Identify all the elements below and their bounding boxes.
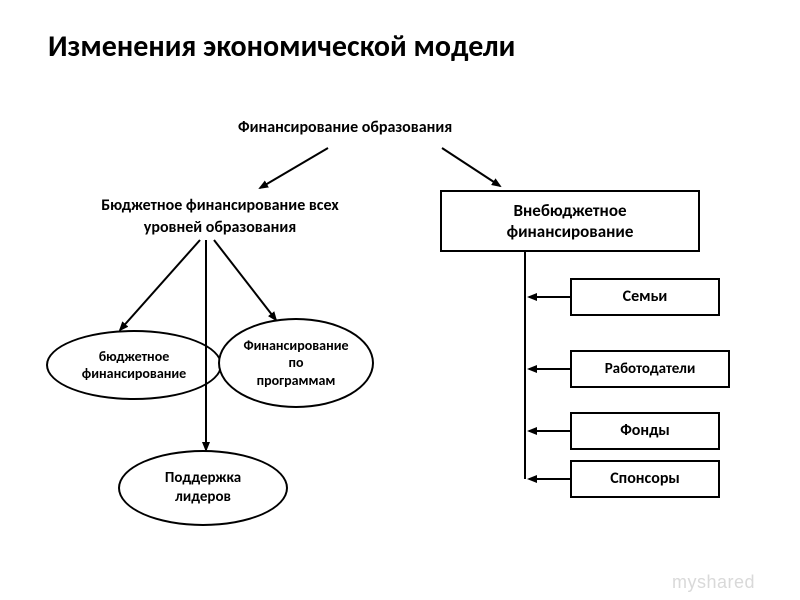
arrow-subtitle-to-right — [442, 148, 500, 186]
watermark: myshared — [672, 572, 755, 593]
ellipse-budget-line1: бюджетное — [99, 348, 170, 365]
ellipse-programs-line3: программам — [257, 372, 336, 389]
rect-employers-label: Работодатели — [605, 360, 696, 379]
rect-families-label: Семьи — [623, 287, 668, 307]
rect-families: Семьи — [570, 278, 720, 316]
rect-extrabudget-line2: финансирование — [507, 221, 634, 242]
ellipse-programs: Финансирование по программам — [218, 318, 374, 408]
subtitle-financing: Финансирование образования — [238, 118, 452, 137]
ellipse-programs-line2: по — [288, 354, 303, 371]
ellipse-leaders: Поддержка лидеров — [118, 450, 288, 526]
rect-funds-label: Фонды — [620, 421, 670, 441]
rect-employers: Работодатели — [570, 350, 730, 388]
ellipse-budget: бюджетное финансирование — [46, 330, 222, 400]
arrow-left-to-budget — [120, 240, 200, 330]
rect-extrabudget: Внебюджетное финансирование — [440, 190, 700, 252]
rect-sponsors-label: Спонсоры — [610, 469, 680, 489]
arrow-subtitle-to-left — [260, 148, 328, 188]
rect-sponsors: Спонсоры — [570, 460, 720, 498]
page-title: Изменения экономической модели — [48, 28, 515, 65]
ellipse-budget-line2: финансирование — [82, 365, 186, 382]
ellipse-programs-line1: Финансирование — [243, 337, 348, 354]
heading-line-2: уровней образования — [144, 218, 296, 237]
arrow-left-to-programs — [214, 240, 276, 320]
rect-extrabudget-line1: Внебюджетное — [513, 200, 626, 221]
rect-funds: Фонды — [570, 412, 720, 450]
ellipse-leaders-line2: лидеров — [175, 488, 231, 506]
ellipse-leaders-line1: Поддержка — [165, 469, 241, 487]
heading-line-1: Бюджетное финансирование всех — [101, 196, 339, 215]
heading-budget-funding: Бюджетное финансирование всех уровней об… — [60, 195, 380, 238]
